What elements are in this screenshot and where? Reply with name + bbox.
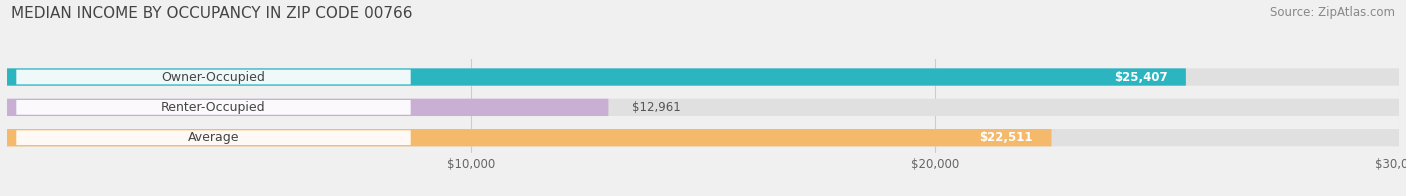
FancyBboxPatch shape: [7, 99, 1399, 116]
Text: Source: ZipAtlas.com: Source: ZipAtlas.com: [1270, 6, 1395, 19]
Text: MEDIAN INCOME BY OCCUPANCY IN ZIP CODE 00766: MEDIAN INCOME BY OCCUPANCY IN ZIP CODE 0…: [11, 6, 413, 21]
Text: $12,961: $12,961: [631, 101, 681, 114]
FancyBboxPatch shape: [7, 68, 1399, 86]
FancyBboxPatch shape: [7, 129, 1399, 146]
FancyBboxPatch shape: [17, 100, 411, 115]
Text: $25,407: $25,407: [1114, 71, 1167, 83]
Text: $22,511: $22,511: [980, 131, 1033, 144]
FancyBboxPatch shape: [17, 130, 411, 145]
FancyBboxPatch shape: [7, 99, 609, 116]
Text: Owner-Occupied: Owner-Occupied: [162, 71, 266, 83]
Text: Average: Average: [188, 131, 239, 144]
FancyBboxPatch shape: [7, 129, 1052, 146]
FancyBboxPatch shape: [7, 68, 1185, 86]
FancyBboxPatch shape: [17, 70, 411, 84]
Text: Renter-Occupied: Renter-Occupied: [162, 101, 266, 114]
